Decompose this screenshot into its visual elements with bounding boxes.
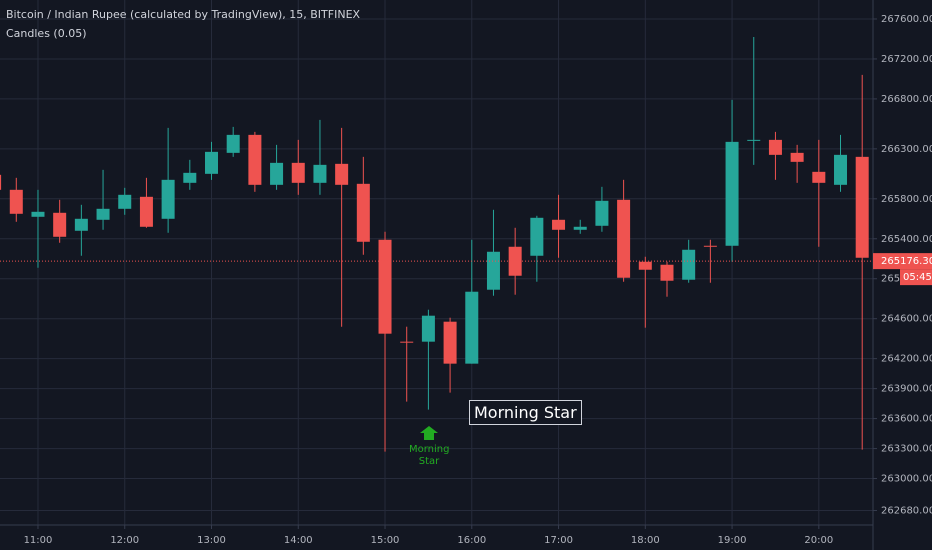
candle-body [638,261,652,270]
y-tick-label: 263600.00 [881,414,932,425]
candle-body [530,217,544,256]
x-tick-label: 19:00 [718,535,747,546]
candle-body [74,218,88,231]
y-tick-label: 265400.00 [881,234,932,245]
candle-body [226,134,240,153]
candle-body [486,251,500,290]
candle-body [508,246,522,276]
candle-body [421,315,435,342]
chart-subtitle: Candles (0.05) [6,27,87,40]
candle-body [356,183,370,242]
x-tick-label: 13:00 [197,535,226,546]
candle-body [573,226,587,230]
x-tick-label: 14:00 [284,535,313,546]
candle-body [595,200,609,226]
candle-body [248,134,262,185]
candle-body [465,291,479,364]
y-tick-label: 262680.00 [881,506,932,517]
x-tick-label: 15:00 [371,535,400,546]
countdown-label: 05:45 [903,272,932,283]
x-tick-label: 18:00 [631,535,660,546]
candle-body [31,211,45,217]
y-tick-label: 263300.00 [881,444,932,455]
candle-body [96,208,110,220]
x-tick-label: 12:00 [110,535,139,546]
y-tick-label: 264600.00 [881,314,932,325]
candle-body [205,151,218,174]
candle-body [9,189,23,214]
y-tick-label: 267600.00 [881,14,932,25]
y-tick-label: 267200.00 [881,54,932,65]
candle-body [834,154,848,185]
candle-body [443,321,457,364]
y-tick-label: 264200.00 [881,354,932,365]
last-price-tag [873,253,932,270]
y-tick-label: 265800.00 [881,194,932,205]
candle-body [725,141,739,246]
candles [0,36,873,452]
candle-body [53,212,67,237]
grid [0,0,873,525]
chart-title: Bitcoin / Indian Rupee (calculated by Tr… [6,8,361,21]
candle-body [183,172,197,183]
candle-body [378,239,392,334]
y-tick-label: 263000.00 [881,474,932,485]
axes: 262680.00 263000.00 263300.00 263600.00 2639… [24,14,932,546]
y-tick-label: 266800.00 [881,94,932,105]
candle-body [747,139,761,141]
candle-body [291,162,305,183]
y-tick-label: 263900.00 [881,384,932,395]
candle-body [139,196,153,227]
candle-body [400,341,414,343]
candle-body [118,194,132,209]
candle-body [855,156,869,258]
last-price-label: 265176.30 [881,256,932,267]
candle-body [703,245,717,247]
x-tick-label: 20:00 [804,535,833,546]
candle-body [270,162,284,185]
candle-body [812,171,826,183]
candle-body [0,174,2,190]
pattern-marker-label: Morning Star [409,444,450,467]
candle-body [660,264,674,281]
x-tick-label: 17:00 [544,535,573,546]
x-tick-label: 11:00 [24,535,53,546]
annotation-arrow [420,426,438,440]
y-tick-label: 266300.00 [881,144,932,155]
countdown-tag [900,269,932,286]
candle-body [335,163,349,185]
candle-body [552,219,566,230]
candle-body [617,199,631,278]
candle-body [161,179,175,219]
candle-body [682,249,696,280]
pattern-label: Morning Star [469,400,582,425]
candle-body [768,139,782,155]
candle-body [790,152,804,162]
candle-body [313,164,327,183]
x-tick-label: 16:00 [457,535,486,546]
